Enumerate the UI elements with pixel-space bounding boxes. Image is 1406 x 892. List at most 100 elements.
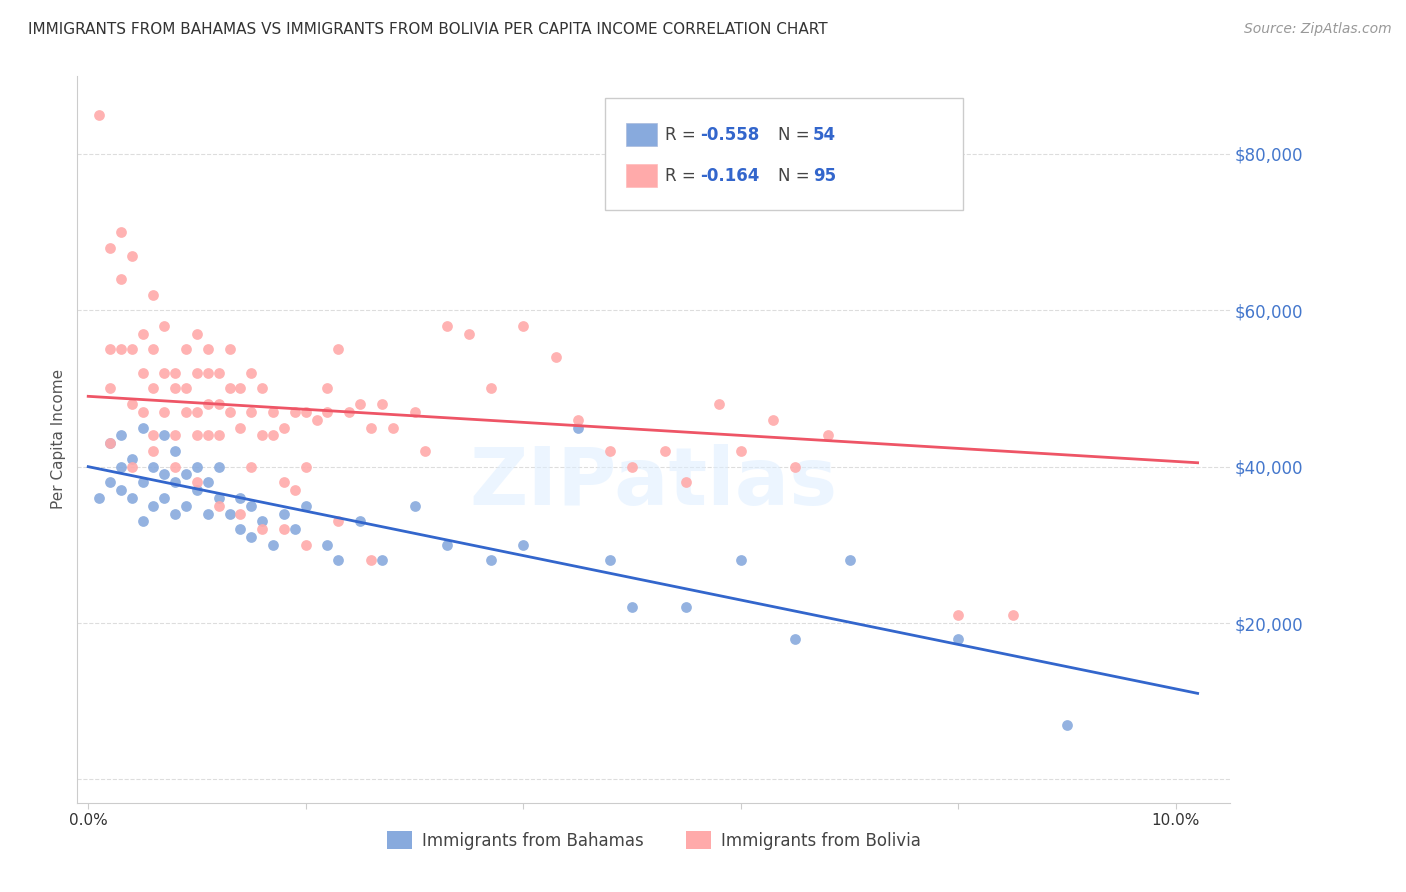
Point [294,405,316,419]
Point [252,515,274,529]
Text: N =: N = [778,167,814,185]
Point [479,382,502,396]
Point [131,405,153,419]
Point [817,428,839,442]
Point [252,382,274,396]
Point [165,444,187,458]
Point [349,397,371,411]
Point [229,522,252,536]
Point [87,108,110,122]
Point [142,343,165,357]
Point [381,420,404,434]
Point [273,475,295,490]
Point [567,420,589,434]
Legend: Immigrants from Bahamas, Immigrants from Bolivia: Immigrants from Bahamas, Immigrants from… [381,825,927,856]
Point [121,397,143,411]
Point [153,405,176,419]
Point [208,499,231,513]
Point [186,366,208,380]
Point [186,459,208,474]
Point [110,459,132,474]
Point [404,405,426,419]
Point [153,428,176,442]
Point [252,428,274,442]
Point [165,507,187,521]
Text: IMMIGRANTS FROM BAHAMAS VS IMMIGRANTS FROM BOLIVIA PER CAPITA INCOME CORRELATION: IMMIGRANTS FROM BAHAMAS VS IMMIGRANTS FR… [28,22,828,37]
Point [229,507,252,521]
Point [707,397,730,411]
Point [240,405,263,419]
Point [186,475,208,490]
Point [142,428,165,442]
Point [305,413,328,427]
Point [730,553,752,567]
Point [197,428,219,442]
Point [415,444,437,458]
Point [142,287,165,301]
Point [121,459,143,474]
Point [337,405,360,419]
Point [98,475,121,490]
Point [294,459,316,474]
Point [294,538,316,552]
Point [165,382,187,396]
Point [371,397,394,411]
Point [328,343,350,357]
Point [186,326,208,341]
Point [218,405,240,419]
Point [165,366,187,380]
Text: -0.558: -0.558 [700,126,759,144]
Point [153,318,176,333]
Point [762,413,785,427]
Point [208,491,231,505]
Point [142,444,165,458]
Point [654,444,676,458]
Point [328,515,350,529]
Point [785,459,807,474]
Point [174,499,197,513]
Point [252,522,274,536]
Point [948,608,970,623]
Point [131,420,153,434]
Point [229,491,252,505]
Point [457,326,479,341]
Point [262,428,284,442]
Point [316,382,339,396]
Point [404,499,426,513]
Point [197,475,219,490]
Point [98,343,121,357]
Point [110,483,132,497]
Point [218,382,240,396]
Point [675,475,697,490]
Point [328,553,350,567]
Point [948,632,970,646]
Point [208,397,231,411]
Point [544,350,567,364]
Point [98,436,121,450]
Text: Source: ZipAtlas.com: Source: ZipAtlas.com [1244,22,1392,37]
Point [121,249,143,263]
Point [110,428,132,442]
Point [142,499,165,513]
Point [262,538,284,552]
Point [110,225,132,239]
Point [838,553,860,567]
Text: 54: 54 [813,126,835,144]
Point [131,366,153,380]
Point [197,397,219,411]
Point [174,382,197,396]
Point [87,491,110,505]
Text: R =: R = [665,167,702,185]
Point [349,515,371,529]
Point [98,241,121,255]
Text: R =: R = [665,126,702,144]
Point [197,366,219,380]
Text: -0.164: -0.164 [700,167,759,185]
Point [174,467,197,482]
Point [208,366,231,380]
Point [284,405,307,419]
Point [208,428,231,442]
Point [186,428,208,442]
Point [240,366,263,380]
Point [284,522,307,536]
